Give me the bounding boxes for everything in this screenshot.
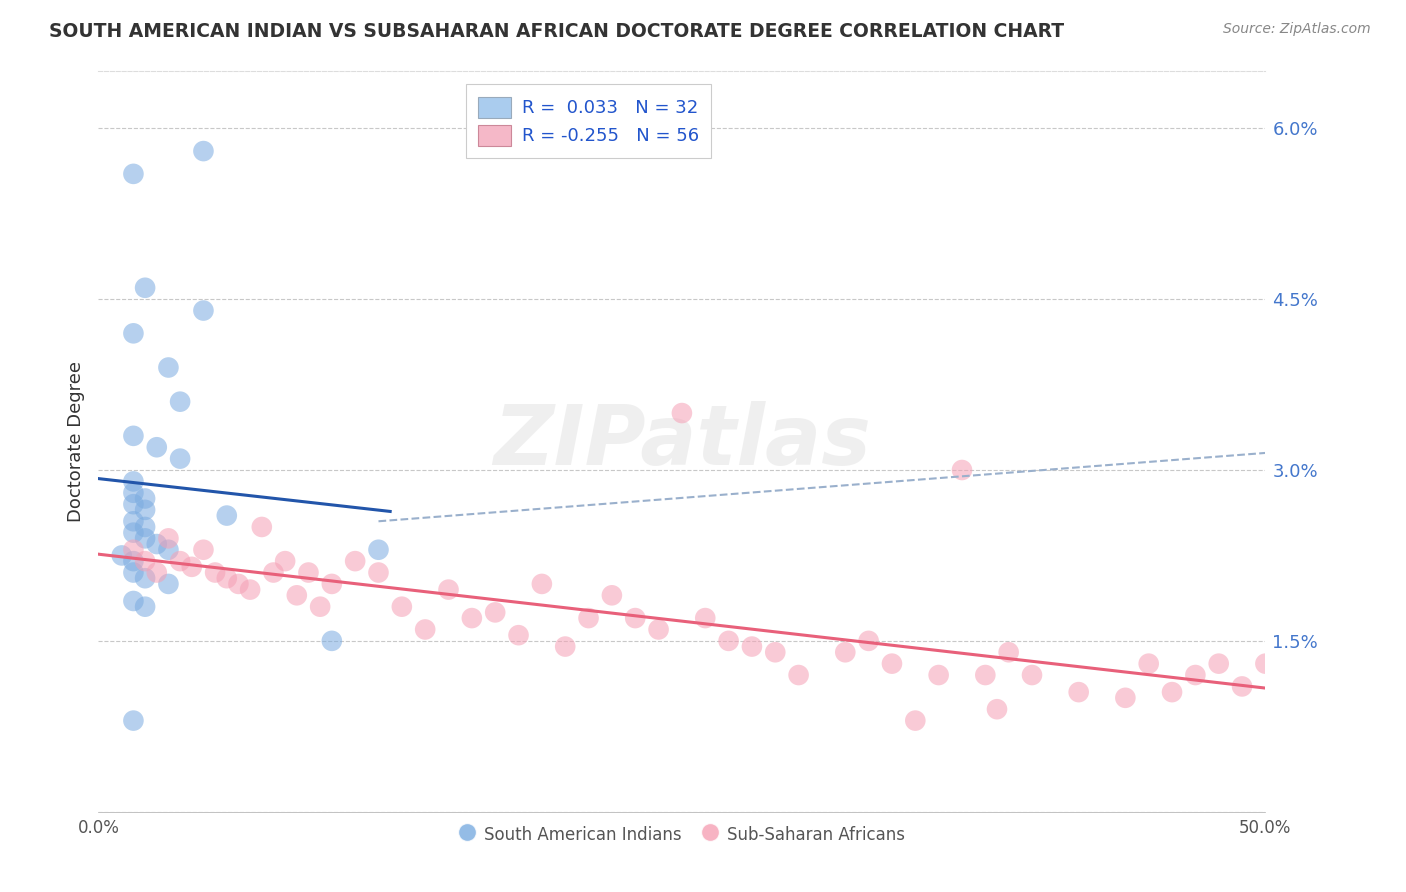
Point — [554, 640, 576, 654]
Point — [204, 566, 226, 580]
Point — [215, 508, 238, 523]
Point — [228, 577, 250, 591]
Point — [193, 303, 215, 318]
Point — [1067, 685, 1090, 699]
Point — [193, 542, 215, 557]
Point — [763, 645, 786, 659]
Point — [157, 577, 180, 591]
Point — [262, 566, 284, 580]
Point — [157, 542, 180, 557]
Point — [1021, 668, 1043, 682]
Point — [250, 520, 273, 534]
Point — [122, 594, 145, 608]
Y-axis label: Doctorate Degree: Doctorate Degree — [66, 361, 84, 522]
Point — [1230, 680, 1253, 694]
Point — [111, 549, 134, 563]
Point — [717, 633, 740, 648]
Point — [391, 599, 413, 614]
Point — [986, 702, 1008, 716]
Point — [146, 440, 169, 454]
Point — [122, 714, 145, 728]
Point — [508, 628, 530, 642]
Point — [122, 475, 145, 489]
Point — [122, 326, 145, 341]
Point — [122, 485, 145, 500]
Text: Source: ZipAtlas.com: Source: ZipAtlas.com — [1223, 22, 1371, 37]
Point — [146, 537, 169, 551]
Point — [624, 611, 647, 625]
Point — [122, 167, 145, 181]
Point — [1114, 690, 1136, 705]
Point — [1137, 657, 1160, 671]
Point — [461, 611, 484, 625]
Point — [321, 633, 343, 648]
Point — [647, 623, 669, 637]
Point — [297, 566, 319, 580]
Point — [169, 451, 191, 466]
Point — [122, 566, 145, 580]
Point — [134, 520, 156, 534]
Text: SOUTH AMERICAN INDIAN VS SUBSAHARAN AFRICAN DOCTORATE DEGREE CORRELATION CHART: SOUTH AMERICAN INDIAN VS SUBSAHARAN AFRI… — [49, 22, 1064, 41]
Point — [367, 542, 389, 557]
Point — [122, 497, 145, 511]
Point — [834, 645, 856, 659]
Point — [344, 554, 367, 568]
Point — [157, 532, 180, 546]
Point — [974, 668, 997, 682]
Point — [122, 554, 145, 568]
Point — [1208, 657, 1230, 671]
Point — [239, 582, 262, 597]
Point — [309, 599, 332, 614]
Point — [122, 429, 145, 443]
Point — [274, 554, 297, 568]
Point — [1161, 685, 1184, 699]
Point — [193, 144, 215, 158]
Point — [437, 582, 460, 597]
Point — [146, 566, 169, 580]
Point — [215, 571, 238, 585]
Point — [578, 611, 600, 625]
Point — [904, 714, 927, 728]
Point — [997, 645, 1019, 659]
Text: ZIPatlas: ZIPatlas — [494, 401, 870, 482]
Point — [787, 668, 810, 682]
Point — [169, 554, 191, 568]
Point — [169, 394, 191, 409]
Point — [180, 559, 202, 574]
Point — [122, 542, 145, 557]
Point — [741, 640, 763, 654]
Legend: South American Indians, Sub-Saharan Africans: South American Indians, Sub-Saharan Afri… — [453, 818, 911, 852]
Point — [530, 577, 553, 591]
Point — [600, 588, 623, 602]
Point — [1184, 668, 1206, 682]
Point — [134, 491, 156, 506]
Point — [695, 611, 717, 625]
Point — [1254, 657, 1277, 671]
Point — [484, 606, 506, 620]
Point — [285, 588, 308, 602]
Point — [858, 633, 880, 648]
Point — [880, 657, 903, 671]
Point — [950, 463, 973, 477]
Point — [671, 406, 693, 420]
Point — [134, 599, 156, 614]
Point — [134, 571, 156, 585]
Point — [134, 281, 156, 295]
Point — [321, 577, 343, 591]
Point — [157, 360, 180, 375]
Point — [134, 503, 156, 517]
Point — [413, 623, 436, 637]
Point — [122, 525, 145, 540]
Point — [122, 514, 145, 528]
Point — [134, 554, 156, 568]
Point — [928, 668, 950, 682]
Point — [134, 532, 156, 546]
Point — [367, 566, 389, 580]
